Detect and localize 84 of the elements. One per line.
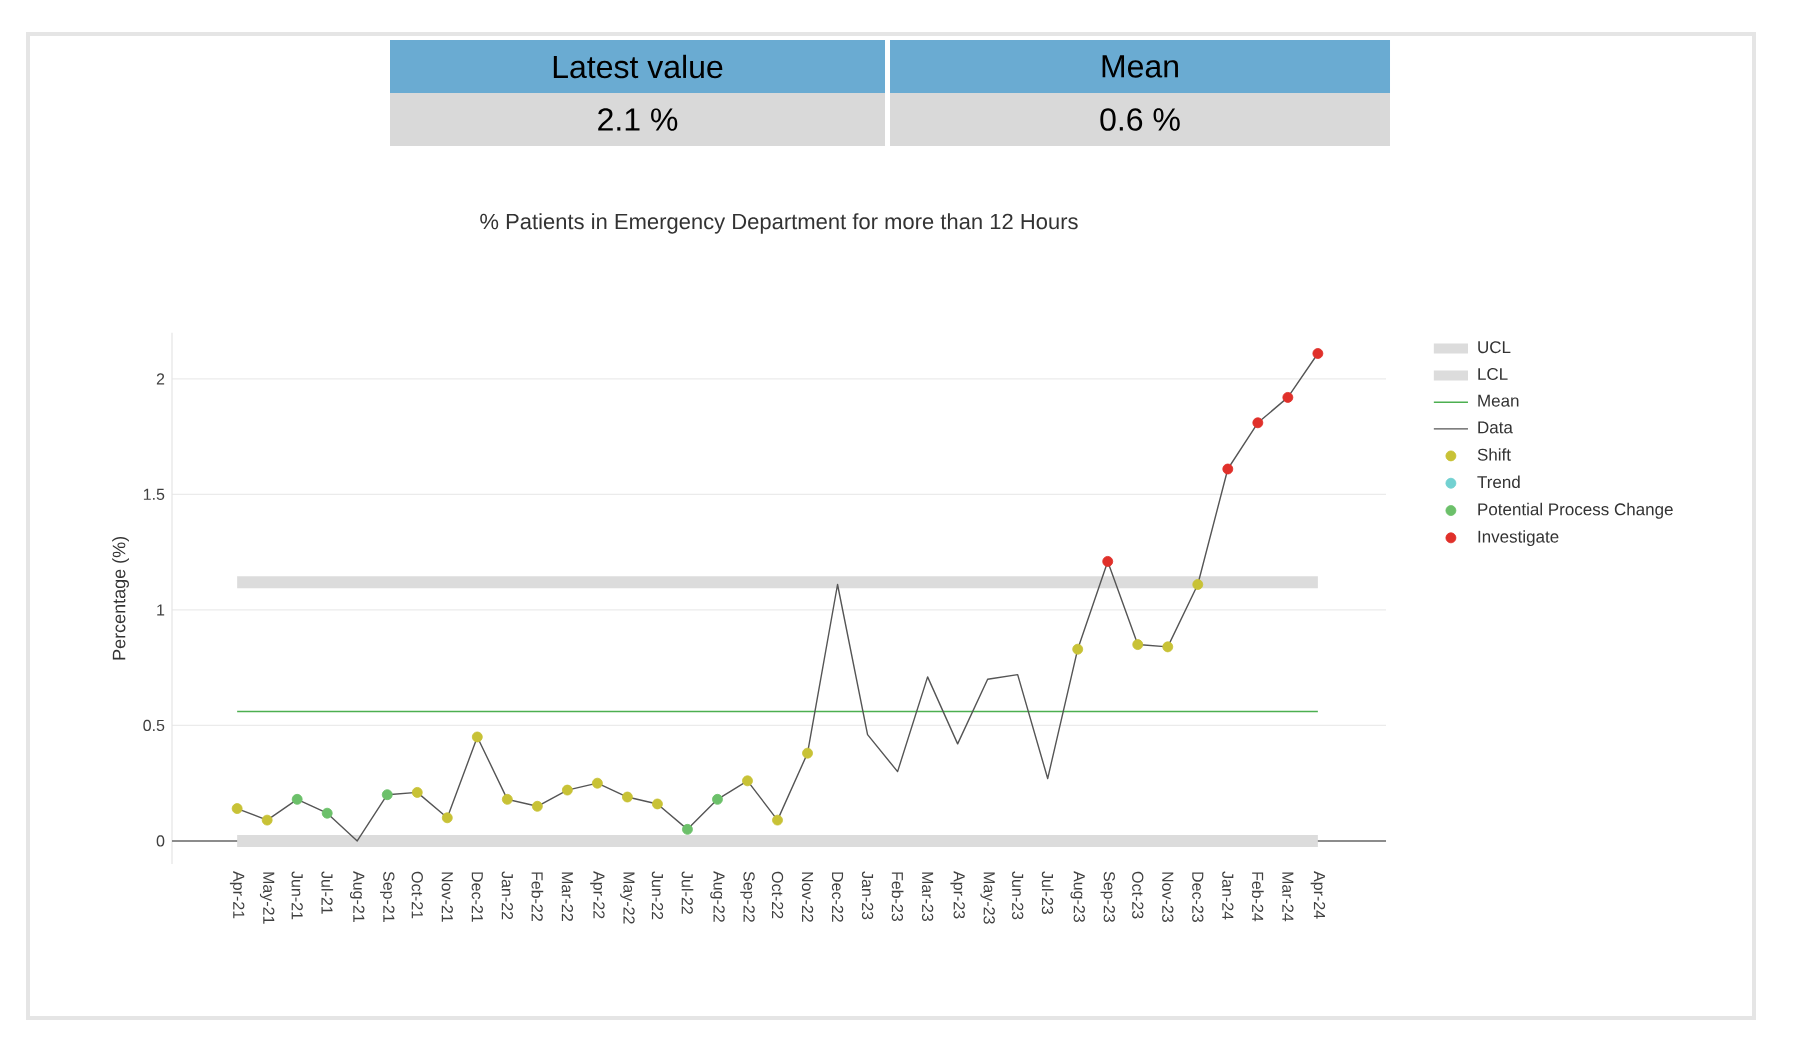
point	[712, 793, 723, 805]
y-tick-label: 1.5	[143, 488, 165, 500]
x-tick-label: Nov-21	[441, 872, 453, 922]
chart-title: % Patients in Emergency Department for more than 12 Hours	[480, 213, 1078, 234]
point	[1222, 463, 1234, 475]
point	[411, 787, 423, 798]
x-tick-label: Oct-21	[411, 871, 423, 919]
x-tick-label: Jan-24	[1222, 871, 1234, 920]
x-tick-label: Sep-23	[1100, 871, 1115, 922]
x-tick-label: Apr-22	[590, 871, 605, 919]
x-tick-label: Nov-22	[801, 872, 814, 922]
x-tick-label: Sep-22	[740, 871, 755, 922]
x-tick-label: Jul-21	[321, 871, 334, 914]
point	[1102, 556, 1114, 567]
point	[381, 789, 393, 801]
point	[1192, 579, 1204, 590]
legend-label: Investigate	[1478, 530, 1559, 547]
x-tick-label: Apr-23	[950, 871, 965, 919]
legend-label: Trend	[1477, 475, 1520, 489]
x-tick-label: Feb-24	[1251, 872, 1264, 922]
y-axis-title: Percentage (%)	[112, 536, 129, 660]
point	[1312, 348, 1324, 359]
point	[1132, 639, 1144, 650]
legend-label: Shift	[1477, 448, 1511, 461]
x-tick-label: Jan-23	[861, 871, 874, 920]
point	[622, 791, 633, 803]
point	[1162, 641, 1174, 653]
x-tick-label: May-23	[980, 872, 995, 924]
x-tick-label: Oct-22	[771, 871, 784, 919]
x-tick-label: Dec-21	[471, 872, 483, 922]
point	[471, 731, 483, 743]
point	[261, 814, 273, 826]
point	[441, 812, 453, 824]
x-tick-label: Jul-22	[681, 871, 694, 914]
x-tick-label: Dec-23	[1192, 872, 1204, 922]
point	[772, 814, 783, 826]
x-tick-label: May-22	[620, 872, 635, 924]
y-tick-label: 2	[156, 373, 165, 385]
x-tick-label: Jul-23	[1041, 871, 1054, 914]
text: 2.1 %	[598, 108, 678, 131]
text: Mean	[1102, 55, 1178, 78]
x-tick-label: Jun-21	[291, 871, 303, 920]
legend-label: UCL	[1478, 341, 1511, 354]
legend-label: Data	[1478, 421, 1513, 434]
point	[501, 793, 513, 805]
x-tick-label: Apr-24	[1310, 871, 1326, 919]
legend-label: Mean	[1478, 394, 1519, 407]
x-tick-label: Oct-23	[1132, 871, 1144, 919]
x-tick-label: Aug-22	[710, 871, 725, 922]
point	[802, 747, 813, 759]
y-tick-label: 0.5	[143, 719, 165, 732]
legend-label: LCL	[1478, 368, 1508, 381]
x-tick-label: Aug-23	[1070, 871, 1085, 922]
point	[1252, 417, 1264, 429]
x-tick-label: Mar-23	[921, 872, 934, 922]
x-tick-label: Aug-21	[349, 871, 365, 922]
point	[591, 777, 603, 789]
point	[561, 784, 573, 796]
x-tick-label: Jun-22	[651, 871, 664, 920]
x-tick-label: May-21	[259, 872, 275, 924]
point	[291, 793, 303, 805]
x-tick-label: Sep-21	[380, 871, 395, 922]
x-tick-label: Feb-22	[531, 872, 544, 921]
x-tick-label: Nov-23	[1162, 872, 1174, 922]
point	[531, 800, 543, 812]
x-tick-label: Feb-23	[891, 872, 904, 922]
x-tick-label: Mar-22	[561, 872, 574, 921]
x-tick-label: Dec-22	[831, 872, 844, 922]
point	[682, 823, 693, 835]
point	[231, 803, 243, 814]
x-tick-label: Apr-21	[229, 871, 245, 919]
legend-label: Potential Process Change	[1478, 502, 1673, 519]
point	[652, 798, 663, 810]
x-tick-label: Jun-23	[1012, 871, 1024, 920]
text: 0.6 %	[1100, 108, 1180, 131]
point	[321, 807, 333, 819]
x-tick-label: Jan-22	[501, 871, 513, 920]
x-tick-label: Mar-24	[1282, 872, 1294, 922]
y-tick-label: 0	[156, 835, 165, 847]
point	[1072, 643, 1084, 655]
point	[742, 775, 753, 787]
y-tick-label: 1	[157, 604, 165, 616]
text: Latest value	[553, 54, 723, 79]
point	[1282, 391, 1294, 403]
